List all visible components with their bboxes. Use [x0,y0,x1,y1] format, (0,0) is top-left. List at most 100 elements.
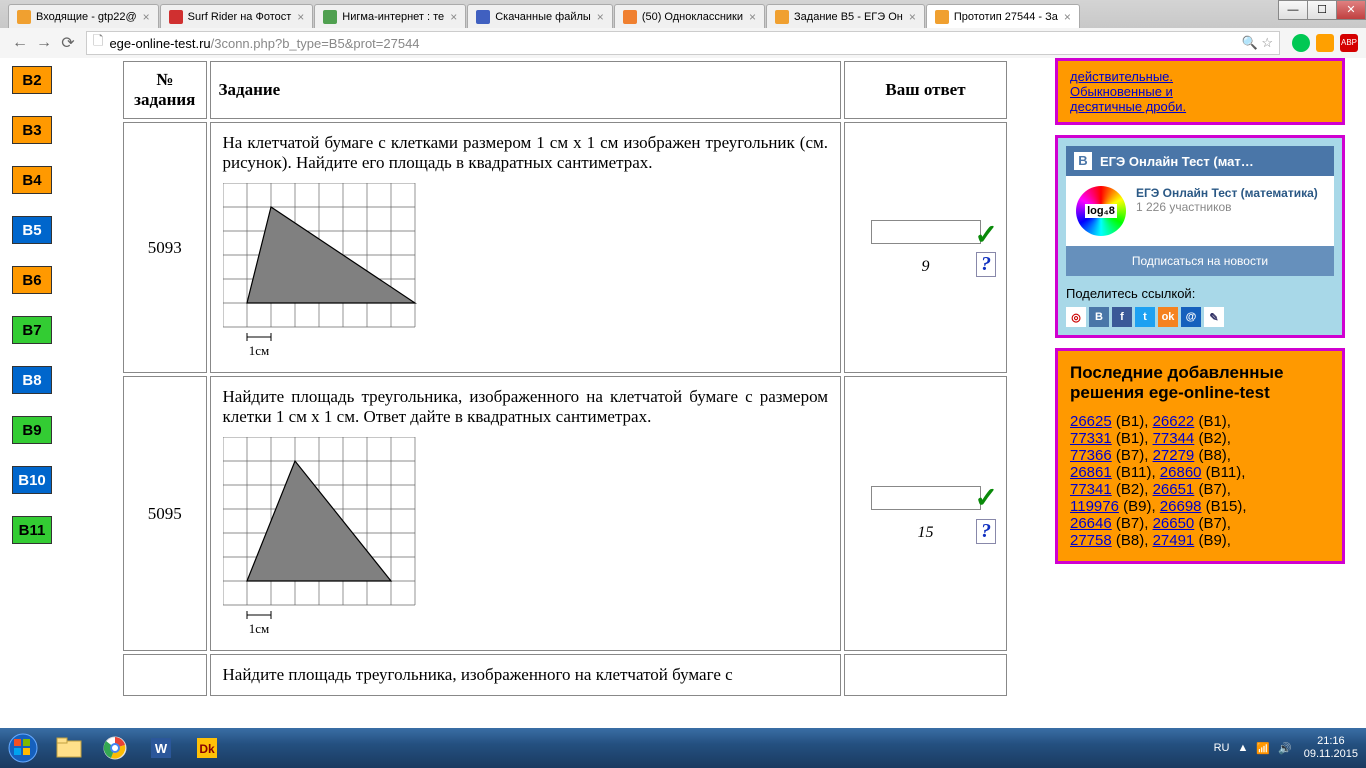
app-icon[interactable]: Dk [185,732,229,764]
vk-subscribe-button[interactable]: Подписаться на новости [1066,246,1334,276]
answer-input[interactable] [871,486,981,510]
browser-tab[interactable]: Скачанные файлы× [467,4,613,28]
tray-sound-icon[interactable]: 🔊 [1278,742,1292,755]
browser-tab[interactable]: Прототип 27544 - За× [926,4,1080,28]
svg-text:1см: 1см [248,621,269,635]
nav-badge-b7[interactable]: B7 [12,316,52,344]
nav-badge-b2[interactable]: B2 [12,66,52,94]
recent-link[interactable]: 77366 [1070,447,1112,464]
nav-badge-b5[interactable]: B5 [12,216,52,244]
grid-figure: 1см [223,437,417,635]
tray-lang[interactable]: RU [1214,742,1230,754]
recent-link[interactable]: 26698 [1160,498,1202,515]
share-icon[interactable]: ◎ [1066,307,1086,327]
recent-link[interactable]: 77331 [1070,430,1112,447]
right-column: действительные.Обыкновенные идесятичные … [1055,58,1345,564]
share-label: Поделитесь ссылкой: [1066,286,1334,301]
recent-link[interactable]: 26861 [1070,464,1112,481]
recent-row: 26861 (B11), 26860 (B11), [1070,464,1330,481]
chrome-icon[interactable] [93,732,137,764]
forward-button[interactable]: → [32,31,56,55]
recent-link[interactable]: 119976 [1070,498,1119,515]
task-id: 5093 [123,122,207,373]
recent-link[interactable]: 26651 [1153,481,1195,498]
start-button[interactable] [0,728,46,768]
recent-title: Последние добавленные решения ege-online… [1070,363,1330,403]
share-icon[interactable]: ok [1158,307,1178,327]
vk-header-title: ЕГЭ Онлайн Тест (мат… [1100,154,1254,169]
share-icon[interactable]: В [1089,307,1109,327]
share-icon[interactable]: t [1135,307,1155,327]
tray-date: 09.11.2015 [1304,748,1358,761]
recent-link[interactable]: 77344 [1153,430,1195,447]
maximize-button[interactable]: ☐ [1307,0,1337,20]
nav-badge-b3[interactable]: B3 [12,116,52,144]
browser-tab[interactable]: (50) Одноклассники× [614,4,765,28]
browser-tab[interactable]: Нигма-интернет : те× [314,4,466,28]
recent-link[interactable]: 27279 [1153,447,1195,464]
back-button[interactable]: ← [8,31,32,55]
top-banner: действительные.Обыкновенные идесятичные … [1055,58,1345,125]
nav-badge-b6[interactable]: B6 [12,266,52,294]
explorer-icon[interactable] [47,732,91,764]
recent-link[interactable]: 27491 [1153,532,1195,549]
share-icon[interactable]: @ [1181,307,1201,327]
nav-badge-b8[interactable]: B8 [12,366,52,394]
vk-avatar: log₄8 [1076,186,1126,236]
task-row: 5095Найдите площадь треугольника, изобра… [123,376,1007,651]
answer-cell: 9 ✓? [844,122,1007,373]
recent-link[interactable]: 26622 [1153,413,1195,430]
nav-bar: ← → ⟳ 🗋 ege-online-test.ru /3conn.php?b_… [0,28,1366,58]
tray-flag-icon[interactable]: ▲ [1237,742,1248,754]
share-icon[interactable]: f [1112,307,1132,327]
check-icon: ✓ [975,481,998,515]
browser-tab[interactable]: Задание B5 - ЕГЭ Он× [766,4,925,28]
recent-link[interactable]: 26860 [1160,464,1202,481]
recent-row: 26646 (B7), 26650 (B7), [1070,515,1330,532]
recent-row: 77331 (B1), 77344 (B2), [1070,430,1330,447]
help-icon[interactable]: ? [976,252,996,277]
browser-tab[interactable]: Входящие - gtp22@× [8,4,159,28]
recent-row: 119976 (B9), 26698 (B15), [1070,498,1330,515]
banner-link[interactable]: Обыкновенные и [1070,84,1173,99]
task-row: Найдите площадь треугольника, изображенн… [123,654,1007,696]
tray-clock[interactable]: 21:16 09.11.2015 [1304,735,1358,761]
recent-link[interactable]: 26650 [1153,515,1195,532]
recent-row: 26625 (B1), 26622 (B1), [1070,413,1330,430]
reload-button[interactable]: ⟳ [56,31,80,55]
abp-icon[interactable]: ABP [1340,34,1358,52]
close-button[interactable]: ✕ [1336,0,1366,20]
word-icon[interactable]: W [139,732,183,764]
help-icon[interactable]: ? [976,519,996,544]
minimize-button[interactable]: — [1278,0,1308,20]
vk-body: log₄8 ЕГЭ Онлайн Тест (математика) 1 226… [1066,176,1334,246]
nav-badge-b11[interactable]: B11 [12,516,52,544]
svg-text:Dk: Dk [199,742,215,756]
recent-link[interactable]: 77341 [1070,481,1112,498]
tray-network-icon[interactable]: 📶 [1256,742,1270,755]
ext-icon[interactable] [1316,34,1334,52]
vk-group-title[interactable]: ЕГЭ Онлайн Тест (математика) [1136,186,1318,200]
answer-value: 9 [857,258,994,276]
browser-tab[interactable]: Surf Rider на Фотост× [160,4,314,28]
recent-solutions: Последние добавленные решения ege-online… [1055,348,1345,564]
nav-badge-b4[interactable]: B4 [12,166,52,194]
recent-row: 77341 (B2), 26651 (B7), [1070,481,1330,498]
ext-icon[interactable] [1292,34,1310,52]
recent-link[interactable]: 26625 [1070,413,1112,430]
nav-badge-b10[interactable]: B10 [12,466,52,494]
recent-link[interactable]: 26646 [1070,515,1112,532]
banner-link[interactable]: действительные. [1070,69,1173,84]
answer-input[interactable] [871,220,981,244]
check-icon: ✓ [975,218,998,252]
share-icon[interactable]: ✎ [1204,307,1224,327]
nav-badge-b9[interactable]: B9 [12,416,52,444]
banner-link[interactable]: десятичные дроби. [1070,99,1186,114]
task-row: 5093На клетчатой бумаге с клетками разме… [123,122,1007,373]
answer-cell [844,654,1007,696]
recent-link[interactable]: 27758 [1070,532,1112,549]
window-controls: — ☐ ✕ [1279,0,1366,20]
url-bar[interactable]: 🗋 ege-online-test.ru /3conn.php?b_type=B… [86,31,1280,55]
vk-header: В ЕГЭ Онлайн Тест (мат… [1066,146,1334,176]
vk-info: ЕГЭ Онлайн Тест (математика) 1 226 участ… [1136,186,1318,236]
